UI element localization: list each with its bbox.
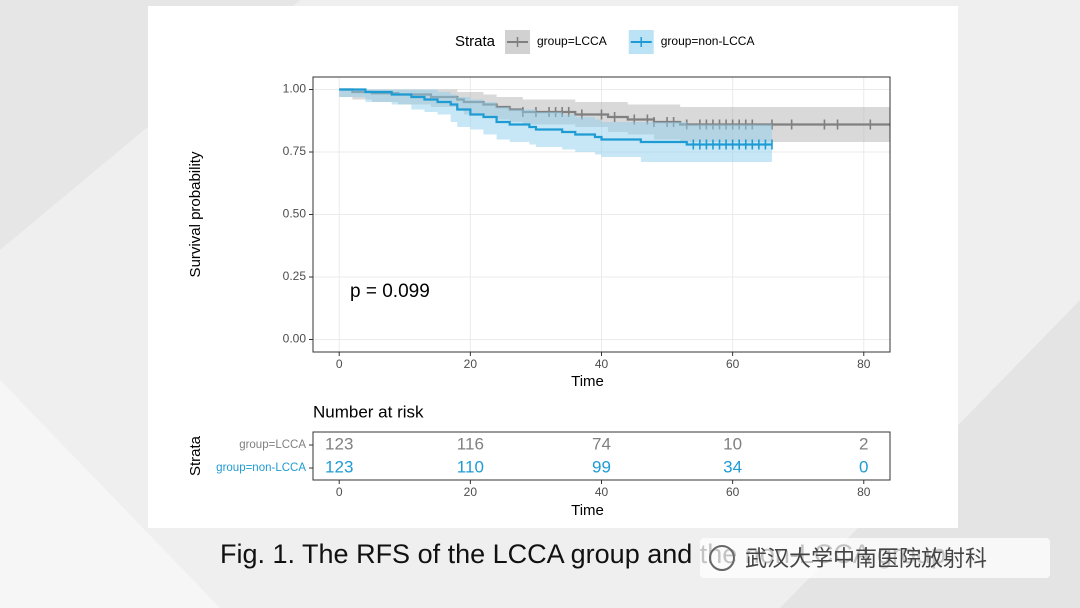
survival-line	[339, 88, 772, 146]
confidence-band	[339, 89, 772, 162]
watermark-icon	[709, 545, 735, 571]
risk-count: 116	[457, 434, 484, 453]
x-tick-label: 0	[336, 485, 343, 499]
x-axis-label: Time	[571, 502, 604, 519]
x-tick-label: 60	[726, 485, 740, 499]
risk-count: 74	[592, 434, 611, 453]
x-tick-label: 40	[595, 357, 609, 371]
risk-count: 0	[859, 457, 868, 476]
x-tick-label: 0	[336, 357, 343, 371]
risk-count: 110	[457, 457, 484, 476]
x-tick-label: 20	[464, 485, 478, 499]
legend-label: group=non-LCCA	[661, 34, 755, 48]
annotation: p = 0.099	[350, 281, 430, 302]
bg-shape	[0, 380, 220, 608]
y-axis-label: Strata	[187, 435, 204, 476]
legend-label: group=LCCA	[537, 34, 607, 48]
risk-count: 99	[592, 457, 611, 476]
y-tick-label: 0.50	[283, 207, 307, 221]
x-tick-label: 40	[595, 485, 609, 499]
x-tick-label: 80	[857, 357, 871, 371]
table-panel	[312, 431, 891, 481]
plot-border	[312, 76, 891, 353]
y-axis-label: Survival probability	[187, 151, 204, 277]
legend-title: Strata	[455, 33, 496, 50]
x-tick-label: 80	[857, 485, 871, 499]
x-tick-label: 60	[726, 357, 740, 371]
risk-count: 123	[325, 434, 353, 453]
watermark-bg	[700, 538, 1050, 578]
x-axis-label: Time	[571, 373, 604, 390]
y-tick-label: 0.25	[283, 269, 307, 283]
watermark: 武汉大学中南医院放射科	[745, 546, 987, 571]
y-tick-label: 1.00	[283, 82, 307, 96]
table-title: Number at risk	[313, 402, 424, 421]
risk-count: 10	[723, 434, 742, 453]
y-tick-label: 0.75	[283, 144, 307, 158]
y-tick-label: 0.00	[283, 332, 307, 346]
risk-count: 2	[859, 434, 868, 453]
row-label: group=LCCA	[239, 439, 306, 451]
risk-count: 123	[325, 457, 353, 476]
row-label: group=non-LCCA	[216, 462, 306, 474]
x-tick-label: 20	[464, 357, 478, 371]
chart: 0.000.250.500.751.000 20 40 60 80p = 0.099Ti…	[187, 30, 891, 519]
risk-count: 34	[723, 457, 742, 476]
